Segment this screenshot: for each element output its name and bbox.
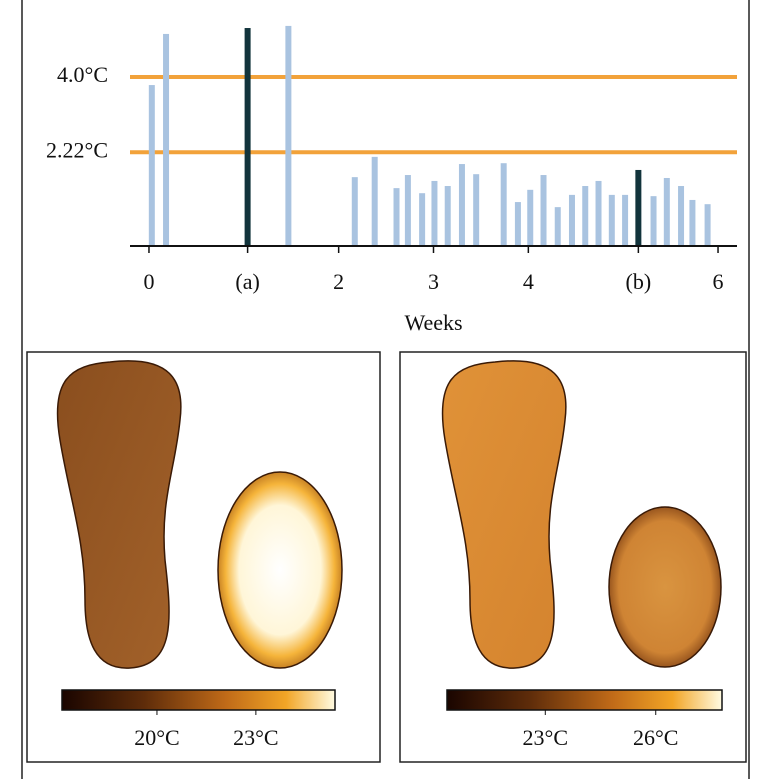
bar [514,202,521,246]
bar [148,85,155,247]
colorbar-tick-label: 20°C [134,725,179,750]
bar [351,177,358,246]
y-tick-label: 4.0°C [57,62,108,87]
bar [371,156,378,246]
foot-thermal [441,360,567,669]
bar [650,196,657,246]
bar [473,174,480,246]
x-tick-label: 6 [713,269,724,294]
colorbar-tick-label: 23°C [523,725,568,750]
x-tick-label: (a) [235,269,259,294]
bar [663,177,670,246]
colorbar [446,689,723,711]
bar [622,194,629,246]
x-tick-label: 0 [143,269,154,294]
colorbar-tick-label: 23°C [233,725,278,750]
frame [21,0,750,779]
bar [568,194,575,246]
x-tick-label: (b) [626,269,652,294]
bar [393,188,400,246]
x-tick-label: 2 [333,269,344,294]
bar [458,164,465,246]
bar [500,163,507,246]
bar [608,194,615,246]
colorbar-tick-label: 26°C [633,725,678,750]
bar [431,180,438,246]
bar [404,175,411,246]
bar [635,169,642,246]
bar [244,28,251,246]
bar [444,186,451,246]
x-axis-label: Weeks [404,310,462,335]
x-tick-label: 4 [523,269,534,294]
bar [554,207,561,246]
bar [540,175,547,246]
bar [689,199,696,246]
bar [527,189,534,246]
colorbar [61,689,336,711]
bar [163,33,170,246]
heel-thermal [217,471,343,669]
bar [678,186,685,246]
x-tick-label: 3 [428,269,439,294]
bar [419,193,426,246]
bar [582,186,589,246]
bar [595,180,602,246]
heel-thermal [608,506,722,668]
bar [285,25,292,247]
y-tick-label: 2.22°C [46,137,108,162]
foot-thermal [56,360,182,669]
bar [704,204,711,246]
